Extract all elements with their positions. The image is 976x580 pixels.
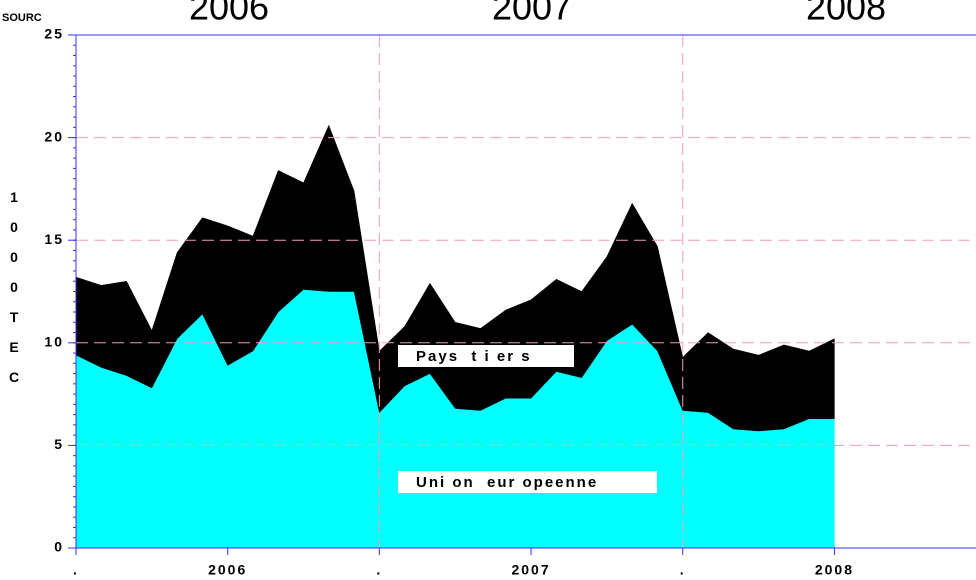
year-label: 2006 — [189, 0, 269, 28]
label-box — [398, 345, 574, 367]
series-label: Pays t i er s — [416, 348, 532, 365]
x-tick-label: . — [376, 562, 382, 578]
x-tick-label: 2006 — [208, 562, 247, 578]
y-tick-label: 20 — [44, 128, 64, 144]
label-box — [398, 471, 657, 493]
year-label: 2008 — [806, 0, 886, 28]
source-label: SOURC — [2, 12, 42, 24]
y-tick-label: 15 — [44, 231, 64, 247]
y-tick-label: 5 — [54, 436, 64, 452]
y-tick-label: 10 — [44, 334, 64, 350]
area — [75, 124, 835, 432]
series-label: Uni on eur opeenne — [416, 474, 598, 491]
y-axis-label: 1 0 0 0 T E C — [9, 189, 19, 385]
x-tick-label: . — [73, 562, 79, 578]
x-tick-label: 2007 — [511, 562, 550, 578]
x-tick-label: . — [680, 562, 686, 578]
year-label: 2007 — [492, 0, 572, 28]
y-tick-label: 0 — [54, 539, 64, 555]
x-tick-label: 2008 — [815, 562, 854, 578]
y-tick-label: 25 — [44, 26, 64, 42]
